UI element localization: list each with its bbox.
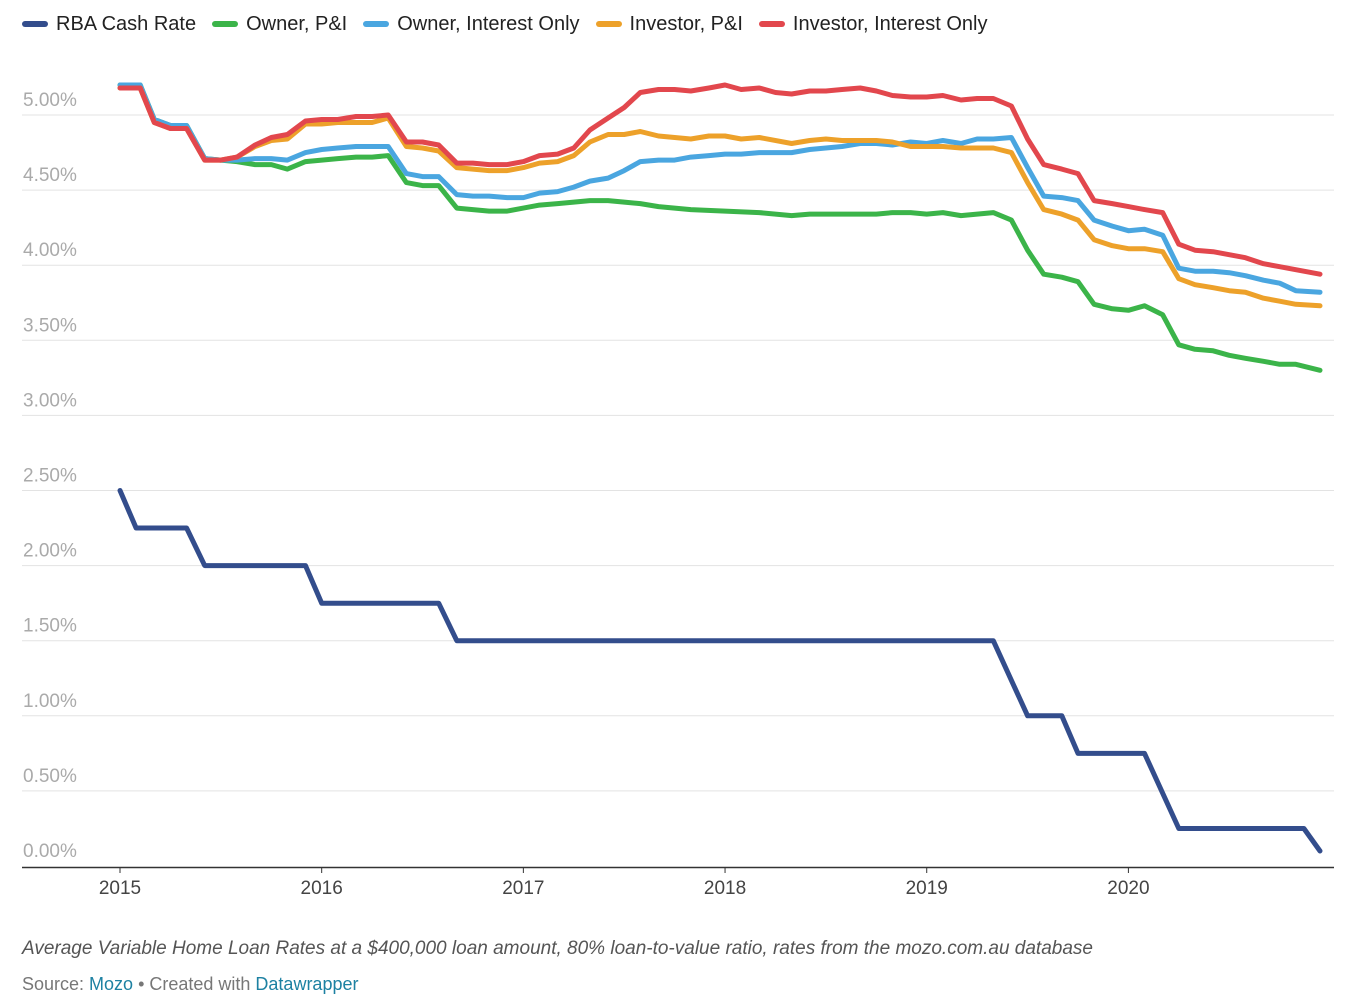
legend-label-rba-cash-rate: RBA Cash Rate — [56, 12, 197, 35]
y-tick-label: 3.00% — [23, 390, 77, 411]
y-tick-label: 0.50% — [23, 766, 77, 787]
chart-caption: Average Variable Home Loan Rates at a $4… — [22, 938, 1093, 959]
legend-item-investor-pi: Investor, P&I — [595, 12, 743, 36]
legend-swatch-owner-pi — [212, 21, 239, 27]
y-tick-label: 2.50% — [23, 466, 77, 487]
y-tick-label: 2.00% — [23, 541, 77, 562]
legend-item-owner-pi: Owner, P&I — [212, 13, 347, 36]
source-prefix: Source: — [22, 974, 90, 994]
legend-item-rba-cash-rate: RBA Cash Rate — [22, 13, 196, 36]
x-tick-label: 2016 — [301, 878, 343, 899]
y-tick-label: 3.50% — [23, 315, 77, 336]
source-separator: • Created with — [133, 974, 256, 994]
chart-source: Source: Mozo • Created with Datawrapper — [22, 974, 358, 995]
x-tick-label: 2020 — [1107, 878, 1149, 899]
series-lines — [117, 82, 1323, 854]
x-tick-label: 2018 — [704, 878, 746, 899]
legend-item-investor-interest-only: Investor, Interest Only — [758, 12, 988, 36]
source-link-mozo[interactable]: Mozo — [89, 974, 134, 994]
y-axis-ticks: 0.00% 0.50% 1.00% 1.50% 2.00% 2.50% 3.00% 3.50%… — [23, 90, 77, 862]
legend-swatch-rba-cash-rate — [22, 21, 48, 27]
legend-label-investor-pi: Investor, P&I — [629, 12, 743, 35]
series-line-owner-p-i — [117, 82, 1323, 373]
legend-label-owner-interest-only: Owner, Interest Only — [397, 12, 580, 35]
y-tick-label: 1.00% — [23, 691, 77, 712]
gridlines — [22, 114, 1334, 792]
x-tick-label: 2019 — [906, 878, 948, 899]
legend: RBA Cash Rate Owner, P&I Owner, Interest… — [22, 8, 987, 40]
y-tick-label: 0.00% — [23, 841, 77, 862]
legend-item-owner-interest-only: Owner, Interest Only — [363, 12, 580, 36]
datawrapper-link[interactable]: Datawrapper — [255, 974, 359, 994]
x-axis: 2015 2016 2017 2018 2019 2020 — [22, 866, 1334, 899]
legend-swatch-investor-pi — [595, 21, 622, 27]
y-tick-label: 4.00% — [23, 240, 77, 261]
series-line-investor-interest-only — [117, 82, 1323, 277]
legend-swatch-owner-interest-only — [363, 21, 390, 27]
line-chart: 0.00% 0.50% 1.00% 1.50% 2.00% 2.50% 3.00% 3.50%… — [22, 82, 1334, 899]
y-tick-label: 5.00% — [23, 90, 77, 111]
series-line-owner-interest-only — [117, 82, 1323, 295]
y-tick-label: 1.50% — [23, 616, 77, 637]
x-tick-label: 2015 — [99, 878, 141, 899]
legend-label-owner-pi: Owner, P&I — [246, 12, 348, 35]
series-line-rba-cash-rate — [117, 488, 1323, 854]
x-tick-label: 2017 — [502, 878, 544, 899]
series-line-investor-p-i — [117, 85, 1323, 309]
legend-label-investor-interest-only: Investor, Interest Only — [792, 12, 988, 35]
legend-swatch-investor-interest-only — [758, 21, 785, 27]
y-tick-label: 4.50% — [23, 165, 77, 186]
